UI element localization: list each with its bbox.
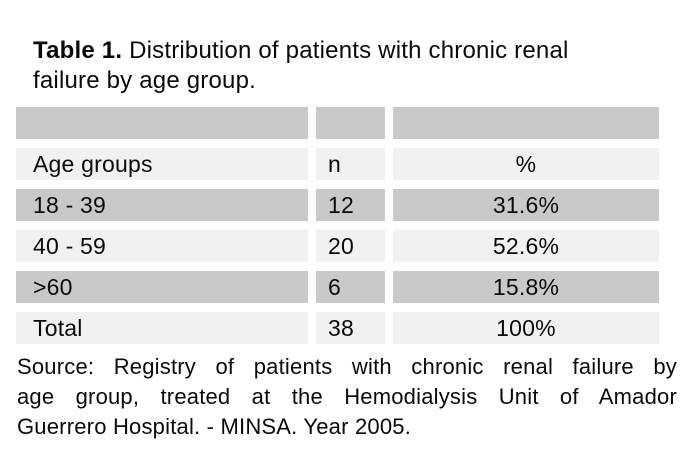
caption-line-1: Table 1. Distribution of patients with c… bbox=[33, 36, 663, 66]
column-header-percent: % bbox=[393, 148, 659, 180]
age-group-cell: >60 bbox=[16, 271, 308, 303]
total-percent-cell: 100% bbox=[393, 312, 659, 344]
source-note: Source: Registry of patients with chroni… bbox=[17, 352, 677, 442]
caption-label: Table 1. bbox=[33, 37, 123, 64]
percent-cell: 52.6% bbox=[393, 230, 659, 262]
age-group-cell: 18 - 39 bbox=[16, 189, 308, 221]
percent-cell: 31.6% bbox=[393, 189, 659, 221]
column-header-n: n bbox=[316, 148, 385, 180]
total-label-cell: Total bbox=[16, 312, 308, 344]
caption-text: Distribution of patients with chronic re… bbox=[129, 37, 569, 64]
percent-cell: 15.8% bbox=[393, 271, 659, 303]
table-caption: Table 1. Distribution of patients with c… bbox=[33, 36, 663, 96]
count-cell: 12 bbox=[316, 189, 385, 221]
column-header-age-groups: Age groups bbox=[16, 148, 308, 180]
patients-table: Age groups n % 18 - 39 12 31.6% 40 - 59 … bbox=[16, 107, 659, 344]
source-line-1: Source: Registry of patients with chroni… bbox=[17, 354, 677, 379]
table-spacer-cell bbox=[316, 107, 385, 139]
table-spacer-cell bbox=[393, 107, 659, 139]
count-cell: 6 bbox=[316, 271, 385, 303]
caption-line-2: failure by age group. bbox=[33, 67, 257, 94]
total-count-cell: 38 bbox=[316, 312, 385, 344]
source-line-3: Guerrero Hospital. - MINSA. Year 2005. bbox=[17, 414, 412, 439]
source-line-2: age group, treated at the Hemodialysis U… bbox=[17, 384, 677, 409]
age-group-cell: 40 - 59 bbox=[16, 230, 308, 262]
count-cell: 20 bbox=[316, 230, 385, 262]
table-spacer-cell bbox=[16, 107, 308, 139]
